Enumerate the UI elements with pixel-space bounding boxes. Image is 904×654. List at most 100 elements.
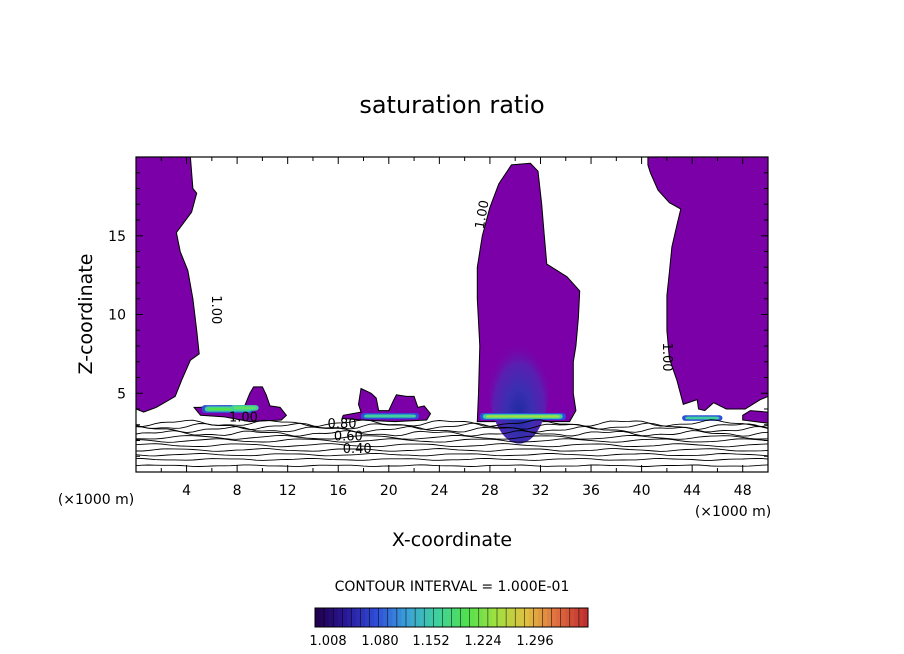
- colorbar-segment: [442, 608, 448, 627]
- x-tick-label: 16: [329, 483, 347, 499]
- colorbar-segment: [547, 608, 553, 627]
- colorbar-segment: [469, 608, 475, 627]
- contour-labels: 1.00 1.00 1.00 1.00 0.800.600.40: [208, 199, 674, 457]
- colorbar-segment: [574, 608, 580, 627]
- colorbar-segment: [446, 608, 452, 627]
- low-level-contours: [136, 419, 768, 467]
- colorbar-segment: [556, 608, 562, 627]
- contour-value-label: 1.00: [208, 295, 223, 324]
- x-axis-label: X-coordinate: [392, 529, 512, 551]
- colorbar-segment: [506, 608, 512, 627]
- colorbar-segment: [474, 608, 480, 627]
- y-axis-label: Z-coordinate: [75, 254, 97, 375]
- colorbar-segment: [578, 608, 584, 627]
- colorbar-tick-label: 1.224: [464, 634, 501, 649]
- patch-1-band-1: [233, 406, 256, 410]
- x-unit-label-left: (×1000 m): [58, 492, 134, 508]
- colorbar-segment: [315, 608, 321, 627]
- colorbar-segment: [328, 608, 334, 627]
- colorbar-segment: [478, 608, 484, 627]
- contour-value-label: 1.00: [473, 199, 493, 230]
- colorbar-segment: [342, 608, 348, 627]
- colorbar-segment: [346, 608, 352, 627]
- x-tick-label: 28: [481, 483, 499, 499]
- colorbar-segment: [401, 608, 407, 627]
- contour-value-label: 0.80: [328, 417, 357, 432]
- colorbar-segment: [419, 608, 425, 627]
- x-tick-label: 24: [430, 483, 448, 499]
- x-tick-label: 32: [532, 483, 550, 499]
- colorbar-segment: [528, 608, 534, 627]
- x-tick-label: 40: [633, 483, 651, 499]
- colorbar-segment: [437, 608, 443, 627]
- chart-title: saturation ratio: [359, 91, 544, 119]
- y-tick-label: 10: [108, 308, 126, 324]
- colorbar-segment: [533, 608, 539, 627]
- high-saturation-patches: [201, 405, 723, 421]
- contour-value-label: 1.00: [229, 411, 258, 426]
- y-axis-ticks: 5 10 15: [108, 172, 768, 457]
- colorbar: [314, 607, 589, 628]
- colorbar-segment: [456, 608, 462, 627]
- contour-line: [136, 438, 768, 443]
- colorbar-segment: [415, 608, 421, 627]
- colorbar-segment: [510, 608, 516, 627]
- colorbar-segment: [369, 608, 375, 627]
- colorbar-segment: [460, 608, 466, 627]
- cloud-left-column: [136, 157, 200, 413]
- colorbar-segment: [497, 608, 503, 627]
- colorbar-tick-label: 1.008: [309, 634, 346, 649]
- contour-line: [136, 452, 768, 457]
- colorbar-segment: [565, 608, 571, 627]
- colorbar-segment: [487, 608, 493, 627]
- colorbar-segment: [387, 608, 393, 627]
- x-tick-label: 8: [233, 483, 242, 499]
- plot-area: [136, 157, 768, 467]
- contour-line: [136, 434, 768, 440]
- x-tick-label: 36: [582, 483, 600, 499]
- colorbar-segment: [333, 608, 339, 627]
- colorbar-segment: [365, 608, 371, 627]
- x-tick-label: 12: [279, 483, 297, 499]
- colorbar-segment: [537, 608, 543, 627]
- colorbar-segment: [542, 608, 548, 627]
- y-tick-label: 5: [117, 386, 126, 402]
- colorbar-tick-label: 1.080: [361, 634, 398, 649]
- contour-line: [136, 430, 768, 437]
- colorbar-segment: [428, 608, 434, 627]
- colorbar-segment: [392, 608, 398, 627]
- colorbar-segment: [524, 608, 530, 627]
- contour-value-label: 0.60: [334, 430, 363, 445]
- x-tick-label: 44: [683, 483, 701, 499]
- contour-line: [136, 443, 768, 448]
- contour-value-label: 0.40: [343, 442, 372, 457]
- colorbar-segment: [519, 608, 525, 627]
- colorbar-segment: [424, 608, 430, 627]
- contour-line: [136, 457, 768, 461]
- contour-line: [136, 425, 768, 434]
- colorbar-labels: 1.008 1.080 1.152 1.224 1.296: [309, 634, 553, 649]
- colorbar-segment: [406, 608, 412, 627]
- contour-line: [136, 448, 768, 452]
- contour-interval-text: CONTOUR INTERVAL = 1.000E-01: [335, 579, 570, 595]
- colorbar-segment: [501, 608, 507, 627]
- colorbar-segment: [492, 608, 498, 627]
- colorbar-tick-label: 1.152: [412, 634, 449, 649]
- colorbar-segment: [383, 608, 389, 627]
- colorbar-segment: [374, 608, 380, 627]
- colorbar-segment: [451, 608, 457, 627]
- y-tick-label: 15: [108, 229, 126, 245]
- x-tick-label: 4: [182, 483, 191, 499]
- colorbar-segment: [410, 608, 416, 627]
- patch-2-band-1: [363, 414, 417, 418]
- colorbar-segment: [465, 608, 471, 627]
- x-tick-label: 48: [734, 483, 752, 499]
- colorbar-segment: [396, 608, 402, 627]
- colorbar-segment: [569, 608, 575, 627]
- colorbar-segment: [583, 608, 589, 627]
- cloud-fields: [136, 157, 768, 424]
- colorbar-segment: [324, 608, 330, 627]
- colorbar-segment: [319, 608, 325, 627]
- colorbar-segment: [355, 608, 361, 627]
- colorbar-segment: [337, 608, 343, 627]
